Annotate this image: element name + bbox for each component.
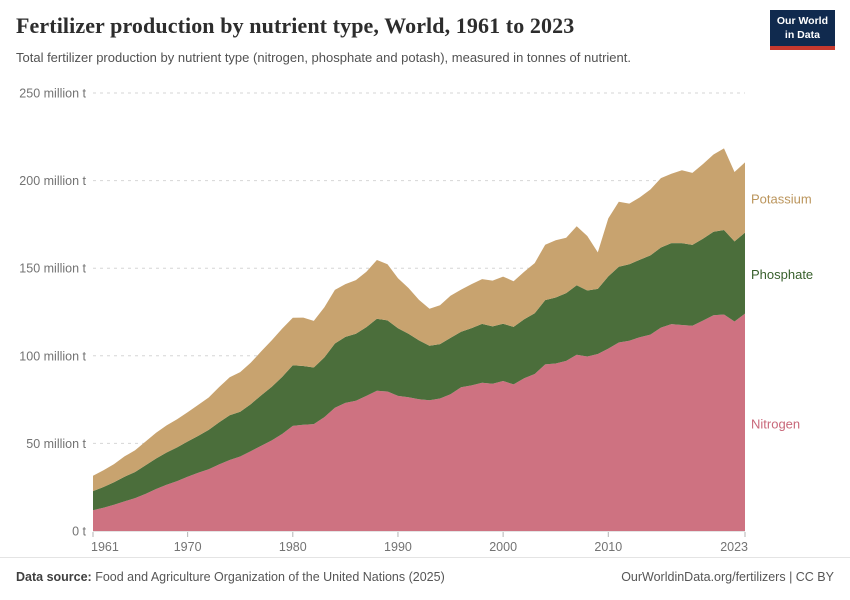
series-label-phosphate: Phosphate (751, 267, 813, 282)
x-axis-label: 2010 (594, 540, 622, 554)
logo-text-line1: Our World (776, 15, 828, 27)
x-axis-label: 1970 (174, 540, 202, 554)
series-label-potassium: Potassium (751, 192, 812, 207)
logo-text-line2: in Data (784, 28, 820, 41)
y-axis-label: 0 t (72, 525, 86, 539)
x-axis-label: 2000 (489, 540, 517, 554)
area-phosphate[interactable] (93, 230, 745, 511)
x-axis-label: 1961 (91, 540, 119, 554)
x-axis-label: 1980 (279, 540, 307, 554)
series-label-nitrogen: Nitrogen (751, 416, 800, 431)
owid-link[interactable]: OurWorldinData.org/fertilizers | CC BY (621, 570, 834, 584)
owid-logo[interactable]: Our World in Data (769, 10, 835, 51)
y-axis-label: 200 million t (19, 174, 86, 188)
x-axis-label: 1990 (384, 540, 412, 554)
area-potassium[interactable] (93, 148, 745, 492)
chart-footer: Data source: Food and Agriculture Organi… (0, 557, 850, 600)
y-axis-label: 100 million t (19, 349, 86, 363)
area-nitrogen[interactable] (93, 313, 745, 531)
y-axis-label: 50 million t (26, 437, 86, 451)
chart-title: Fertilizer production by nutrient type, … (16, 13, 575, 38)
data-source-label: Data source: (16, 570, 92, 584)
data-source-text: Food and Agriculture Organization of the… (95, 570, 445, 584)
x-axis-label: 2023 (720, 540, 748, 554)
y-axis-label: 150 million t (19, 262, 86, 276)
data-source: Data source: Food and Agriculture Organi… (16, 570, 445, 584)
chart-subtitle: Total fertilizer production by nutrient … (16, 50, 631, 65)
y-axis-label: 250 million t (19, 87, 86, 101)
